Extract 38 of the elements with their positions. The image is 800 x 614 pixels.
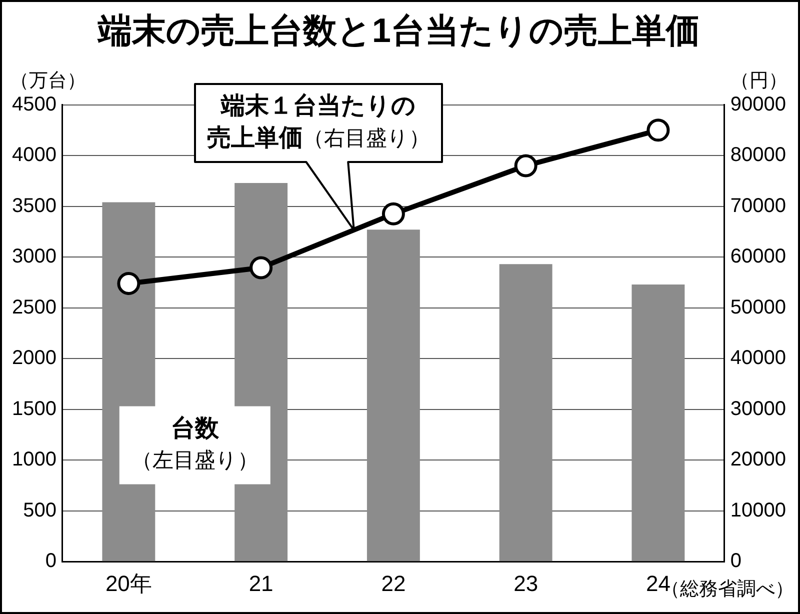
series-label: 台数（左目盛り）: [131, 414, 258, 472]
y-tick-label: 4000: [12, 144, 56, 166]
bar: [366, 230, 420, 562]
y2-tick-label: 90000: [730, 93, 786, 116]
y2-tick-label: 40000: [730, 347, 786, 370]
y-tick-label: 500: [23, 499, 56, 522]
point: [514, 154, 538, 178]
x-tick-label: 24: [646, 570, 670, 596]
y-tick-label: 1000: [12, 448, 56, 471]
series-label: 端末１台当たりの売上単価（右目盛り）: [206, 92, 430, 152]
bar: [499, 264, 552, 562]
y-tick-label: 0: [45, 550, 56, 572]
point: [382, 202, 405, 226]
y2-tick-label: 0: [730, 550, 742, 572]
y2-tick-label: 80000: [730, 144, 786, 166]
y2-tick-label: 20000: [730, 448, 786, 471]
bar: [632, 284, 685, 562]
y-tick-label: 1500: [12, 398, 56, 420]
x-tick-label: 20年: [105, 570, 152, 596]
point: [646, 118, 670, 142]
y2-tick-label: 70000: [730, 194, 786, 217]
y-tick-label: 3500: [12, 194, 56, 217]
y-tick-label: 4500: [12, 93, 56, 116]
point: [250, 256, 273, 280]
y2-tick-label: 30000: [730, 398, 786, 420]
y-axis-title: （万台）: [10, 70, 86, 92]
y2-tick-label: 10000: [730, 499, 786, 522]
x-tick-label: 21: [248, 570, 274, 596]
y2-axis-title: （円）: [730, 70, 788, 92]
x-tick-label: 23: [514, 570, 538, 596]
y2-tick-label: 50000: [730, 296, 786, 318]
y-tick-label: 2000: [12, 347, 56, 370]
x-tick-label: 22: [381, 570, 406, 596]
y2-tick-label: 60000: [730, 246, 786, 268]
point: [117, 272, 140, 295]
chart-title: 端末の売上台数と1台当たりの売上単価: [97, 12, 700, 50]
y-tick-label: 2500: [12, 296, 56, 318]
y-tick-label: 3000: [12, 246, 56, 268]
